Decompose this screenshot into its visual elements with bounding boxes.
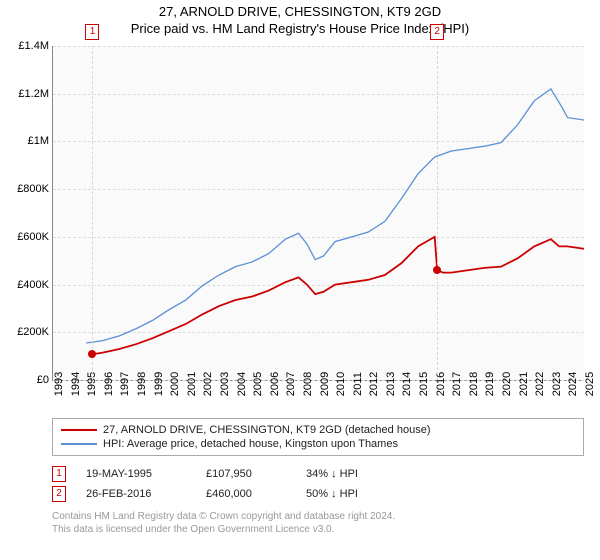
chart-container: 27, ARNOLD DRIVE, CHESSINGTON, KT9 2GD P… xyxy=(0,0,600,560)
sale-row: 2 26-FEB-2016 £460,000 50% ↓ HPI xyxy=(52,484,584,504)
sale-point-dot xyxy=(433,266,441,274)
sale-row: 1 19-MAY-1995 £107,950 34% ↓ HPI xyxy=(52,464,584,484)
y-axis-tick-label: £1.4M xyxy=(18,40,49,52)
y-axis-tick-label: £600K xyxy=(17,231,49,243)
sale-marker-line xyxy=(437,46,438,380)
legend-and-footer: 27, ARNOLD DRIVE, CHESSINGTON, KT9 2GD (… xyxy=(52,418,584,536)
series-line-price_paid xyxy=(93,237,584,354)
series-line-hpi xyxy=(86,89,584,343)
sales-table: 1 19-MAY-1995 £107,950 34% ↓ HPI 2 26-FE… xyxy=(52,464,584,504)
y-axis-tick-label: £1.2M xyxy=(18,88,49,100)
chart-plot-area: £0£200K£400K£600K£800K£1M£1.2M£1.4M 1993… xyxy=(52,46,584,381)
legend-label: 27, ARNOLD DRIVE, CHESSINGTON, KT9 2GD (… xyxy=(103,424,430,436)
legend-item: 27, ARNOLD DRIVE, CHESSINGTON, KT9 2GD (… xyxy=(61,423,575,437)
sale-date: 19-MAY-1995 xyxy=(86,468,186,480)
sale-diff: 50% ↓ HPI xyxy=(306,488,406,500)
y-axis-tick-label: £800K xyxy=(17,183,49,195)
sale-diff: 34% ↓ HPI xyxy=(306,468,406,480)
footer-line: This data is licensed under the Open Gov… xyxy=(52,523,584,536)
sale-marker-line xyxy=(92,46,93,380)
line-plot-svg xyxy=(53,46,584,380)
sale-price: £107,950 xyxy=(206,468,286,480)
y-axis-tick-label: £200K xyxy=(17,326,49,338)
footer-line: Contains HM Land Registry data © Crown c… xyxy=(52,510,584,523)
chart-title: 27, ARNOLD DRIVE, CHESSINGTON, KT9 2GD xyxy=(0,4,600,19)
legend-swatch xyxy=(61,443,97,445)
sale-marker-flag: 1 xyxy=(85,24,99,40)
sale-marker-flag: 2 xyxy=(430,24,444,40)
legend-swatch xyxy=(61,429,97,431)
legend-item: HPI: Average price, detached house, King… xyxy=(61,437,575,451)
y-axis-tick-label: £400K xyxy=(17,279,49,291)
legend-label: HPI: Average price, detached house, King… xyxy=(103,438,398,450)
x-axis-tick-label: 2025 xyxy=(584,372,596,396)
y-axis-tick-label: £1M xyxy=(28,135,49,147)
footer-text: Contains HM Land Registry data © Crown c… xyxy=(52,510,584,536)
sale-marker-icon: 1 xyxy=(52,466,66,482)
y-axis-tick-label: £0 xyxy=(37,374,49,386)
sale-date: 26-FEB-2016 xyxy=(86,488,186,500)
sale-price: £460,000 xyxy=(206,488,286,500)
legend-box: 27, ARNOLD DRIVE, CHESSINGTON, KT9 2GD (… xyxy=(52,418,584,456)
sale-point-dot xyxy=(88,350,96,358)
sale-marker-icon: 2 xyxy=(52,486,66,502)
